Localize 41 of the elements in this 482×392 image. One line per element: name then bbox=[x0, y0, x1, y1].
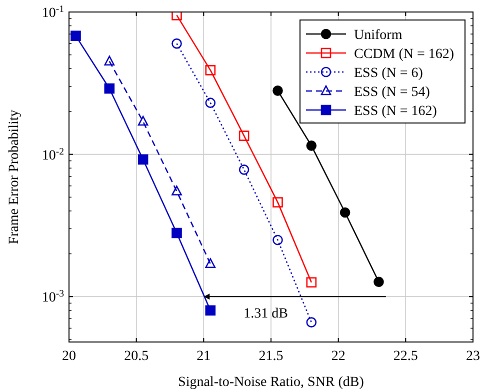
point bbox=[104, 83, 115, 94]
point bbox=[205, 65, 216, 76]
point bbox=[306, 140, 317, 151]
y-tick-label: 10$^{-3}$ bbox=[42, 288, 64, 306]
legend-label: Uniform bbox=[354, 28, 402, 43]
point bbox=[306, 317, 317, 328]
x-tick-label: 20 bbox=[62, 349, 76, 364]
y-axis-title: Frame Error Probability bbox=[7, 110, 22, 244]
x-tick-label: 23 bbox=[466, 349, 480, 364]
point bbox=[238, 130, 250, 141]
point bbox=[138, 154, 148, 165]
legend-label: CCDM (N = 162) bbox=[354, 47, 454, 62]
legend-label: ESS (N = 54) bbox=[354, 85, 430, 100]
y-tick-label: 10$^{-2}$ bbox=[42, 146, 64, 164]
y-tick-label: 10$^{-1}$ bbox=[42, 4, 64, 21]
x-tick-label: 22 bbox=[331, 349, 346, 364]
point bbox=[306, 277, 317, 288]
point bbox=[172, 186, 182, 196]
point bbox=[138, 116, 148, 126]
x-tick-label: 21 bbox=[196, 349, 211, 364]
point bbox=[340, 207, 350, 218]
legend-label: ESS (N = 162) bbox=[354, 104, 438, 119]
point bbox=[205, 305, 216, 316]
point bbox=[172, 38, 182, 49]
x-axis-title: Signal-to-Noise Ratio, SNR (dB) bbox=[178, 375, 364, 390]
x-tick-label: 21.5 bbox=[258, 349, 284, 364]
x-tick-label: 22.5 bbox=[393, 349, 418, 364]
point bbox=[70, 30, 81, 41]
point bbox=[374, 276, 384, 288]
point bbox=[272, 234, 283, 246]
point bbox=[205, 98, 216, 108]
x-tick-label: 20.5 bbox=[124, 349, 149, 364]
point bbox=[238, 164, 250, 175]
point bbox=[272, 197, 283, 208]
annotation: 1.31 dB bbox=[244, 306, 288, 322]
point bbox=[172, 12, 182, 20]
point bbox=[205, 258, 216, 268]
point bbox=[172, 228, 182, 238]
point bbox=[272, 86, 283, 96]
point bbox=[104, 56, 115, 66]
legend-label: ESS (N = 6) bbox=[354, 66, 424, 81]
